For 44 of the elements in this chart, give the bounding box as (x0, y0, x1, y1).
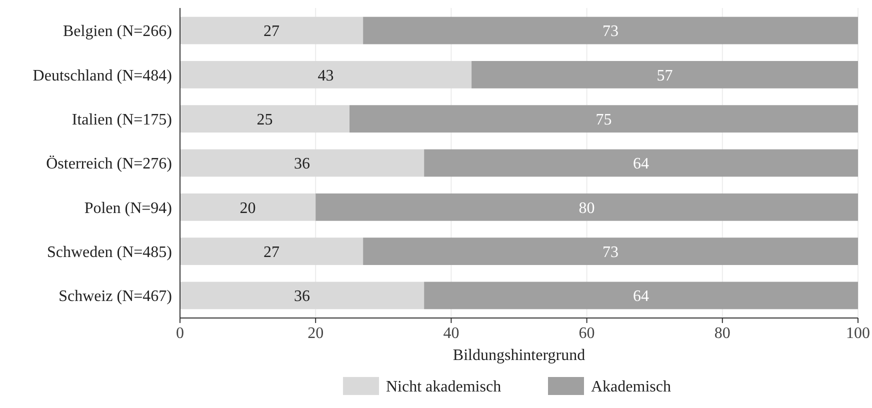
bar (180, 16, 364, 44)
data-label: 57 (656, 67, 673, 84)
bar (180, 238, 364, 266)
data-label: 73 (602, 244, 619, 261)
data-label: 36 (294, 288, 310, 306)
x-axis-title: Bildungshintergrund (452, 347, 586, 364)
bar (424, 149, 858, 177)
x-tick-label: 40 (443, 325, 460, 342)
bar (363, 16, 858, 44)
bar (363, 238, 858, 266)
data-label: 27 (264, 23, 280, 40)
x-tick-label: 80 (714, 325, 730, 342)
bar (316, 193, 858, 221)
data-label: 36 (294, 156, 310, 173)
bar (424, 282, 858, 310)
y-tick-label: Österreich (N=276) (46, 156, 172, 173)
y-tick-label: Deutschland (N=484) (32, 67, 172, 84)
bar (180, 60, 472, 88)
y-tick-label: Polen (N=94) (84, 200, 172, 217)
x-tick-label: 60 (578, 325, 595, 342)
data-label: 75 (596, 111, 612, 128)
bar (180, 193, 316, 221)
x-tick-label: 0 (176, 325, 184, 342)
y-tick-label: Schweden (N=485) (47, 244, 172, 261)
data-label: 80 (578, 200, 595, 217)
x-tick-label: 20 (308, 325, 324, 342)
bar (350, 105, 858, 133)
x-tick-label: 100 (846, 325, 870, 342)
y-tick-label: Italien (N=175) (72, 111, 172, 128)
data-label: 20 (240, 200, 256, 217)
bar (180, 149, 424, 177)
data-label: 43 (318, 67, 334, 84)
bar (180, 282, 424, 310)
data-label: 64 (633, 156, 650, 173)
bar (180, 105, 350, 133)
y-tick-label: Belgien (N=266) (63, 23, 172, 40)
data-label: 25 (256, 111, 273, 128)
data-label: 27 (264, 244, 280, 261)
data-label: 73 (602, 23, 619, 40)
data-label: 64 (633, 288, 650, 306)
legend-label: Nicht akademisch (386, 378, 502, 396)
y-tick-label: Schweiz (N=467) (58, 288, 172, 306)
bar (472, 60, 858, 88)
legend-label: Akademisch (591, 378, 671, 396)
